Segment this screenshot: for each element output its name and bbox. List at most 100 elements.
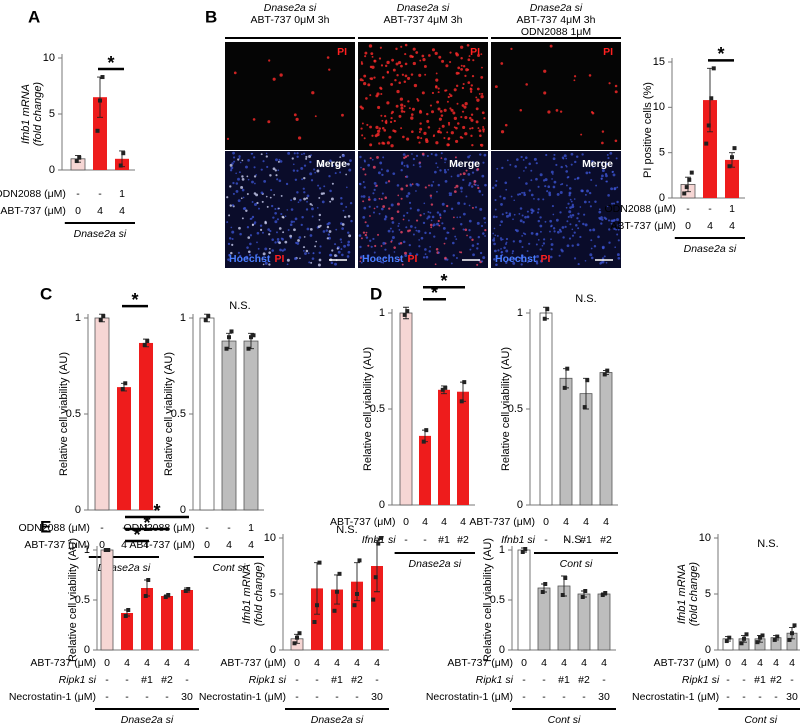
y-tick-label: 0 (75, 504, 81, 516)
micrograph-header: ABT-737 0μM 3h (250, 14, 329, 26)
nucleus (264, 261, 268, 265)
nucleus (481, 194, 484, 196)
nucleus (381, 192, 384, 195)
pi-cell (380, 114, 383, 117)
nucleus (269, 174, 272, 177)
nucleus (457, 201, 461, 205)
nucleus (535, 243, 538, 246)
nucleus (424, 253, 427, 255)
bar (599, 372, 613, 506)
nucleus (613, 186, 617, 190)
data-point (126, 608, 131, 612)
nucleus (414, 226, 417, 229)
pi-cell (481, 92, 484, 95)
nucleus (518, 213, 521, 215)
nucleus (226, 196, 229, 199)
nucleus (613, 202, 616, 205)
nucleus (482, 256, 486, 260)
hoechst-label: Hoechst (362, 253, 404, 265)
pi-cell (443, 136, 446, 140)
pi-cell (395, 47, 398, 51)
pi-label: PI (603, 46, 613, 58)
nucleus (422, 221, 426, 225)
nucleus (426, 217, 429, 220)
nucleus (536, 255, 540, 258)
pi-cell (510, 47, 513, 51)
nucleus (293, 152, 296, 155)
nucleus (285, 182, 289, 186)
nucleus (369, 157, 372, 160)
pi-cell (446, 131, 449, 134)
nucleus (370, 245, 373, 248)
y-tick-label: 0.5 (66, 408, 81, 420)
nucleus (264, 221, 268, 225)
condition-value: 4 (441, 516, 447, 528)
nucleus (605, 163, 608, 166)
pi-cell (475, 96, 478, 99)
nucleus (439, 214, 442, 217)
nucleus (473, 180, 477, 183)
nucleus (521, 245, 524, 248)
nucleus (362, 200, 365, 203)
nucleus (561, 249, 564, 253)
nucleus (262, 160, 265, 163)
nucleus (309, 234, 313, 237)
nucleus (245, 209, 248, 212)
pi-cell (381, 141, 385, 145)
nucleus (613, 227, 616, 231)
data-point (357, 558, 362, 563)
nucleus (521, 214, 524, 217)
pi-cell (476, 87, 480, 91)
nucleus (495, 263, 498, 267)
nucleus (279, 160, 283, 163)
nucleus (362, 168, 365, 171)
nucleus (458, 251, 461, 253)
nucleus (500, 220, 503, 224)
nucleus (409, 207, 412, 210)
condition-value: 4 (563, 516, 569, 528)
nucleus (539, 173, 543, 177)
condition-value: - (98, 188, 102, 200)
hoechst-label: Hoechst (495, 253, 537, 265)
nucleus (276, 237, 280, 241)
nucleus (543, 238, 546, 241)
pi-cell (363, 81, 367, 86)
nucleus (235, 189, 239, 193)
nucleus (341, 253, 344, 257)
data-point (163, 595, 168, 599)
pi-cell (470, 134, 473, 138)
significance-mark: * (131, 290, 138, 310)
pi-cell (400, 103, 404, 107)
nucleus (503, 246, 506, 250)
nucleus (322, 192, 325, 195)
nucleus (571, 214, 575, 217)
nucleus (617, 239, 620, 242)
condition-value: - (742, 674, 746, 686)
ns-label: N.S. (563, 534, 584, 546)
nucleus (347, 215, 351, 218)
nucleus (509, 163, 512, 166)
pi-cell (419, 127, 423, 131)
pi-cell (363, 137, 366, 140)
nucleus (556, 192, 560, 196)
nucleus (268, 263, 271, 266)
nucleus (481, 260, 484, 263)
condition-value: 4 (184, 657, 190, 669)
nucleus (268, 251, 271, 254)
nucleus (542, 242, 546, 245)
condition-value: 1 (119, 188, 125, 200)
nucleus (528, 189, 531, 192)
nucleus (570, 152, 574, 156)
nucleus (491, 186, 495, 190)
condition-value: - (404, 534, 408, 546)
nucleus (241, 178, 245, 181)
nucleus (526, 215, 530, 219)
nucleus (605, 261, 608, 264)
data-point (565, 366, 570, 371)
pi-cell (426, 112, 429, 116)
nucleus (460, 190, 463, 193)
nucleus (362, 195, 366, 198)
nucleus (508, 212, 512, 215)
